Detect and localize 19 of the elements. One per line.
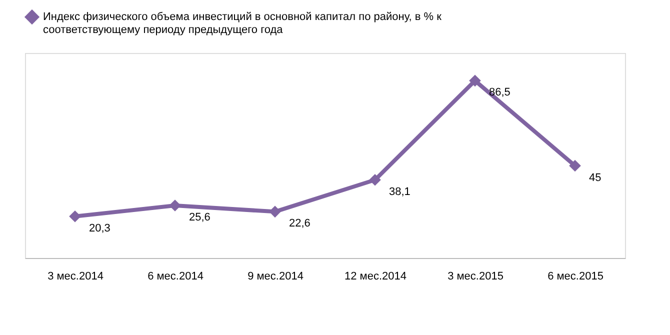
x-tick-label: 9 мес.2014 — [248, 270, 304, 282]
data-label: 25,6 — [189, 212, 210, 224]
x-tick-label: 3 мес.2015 — [448, 270, 504, 282]
data-label: 20,3 — [89, 222, 110, 234]
point — [569, 160, 581, 172]
x-tick-label: 12 мес.2014 — [344, 270, 406, 282]
point — [269, 206, 281, 218]
data-label: 86,5 — [489, 86, 510, 99]
point — [169, 200, 181, 212]
x-tick-label: 3 мес.2014 — [48, 270, 104, 282]
point — [69, 210, 81, 222]
data-label: 45 — [589, 172, 602, 184]
x-tick-label: 6 мес.2014 — [148, 270, 204, 282]
legend-label: Индекс физического объема инвестиций в основной капитал по району, в % к соответствующему периоду предыдущего года — [43, 11, 442, 36]
point — [469, 74, 481, 87]
x-tick-label: 6 мес.2015 — [548, 270, 604, 282]
data-label: 22,6 — [289, 218, 310, 230]
point — [369, 174, 381, 186]
data-label: 38,1 — [389, 186, 410, 198]
